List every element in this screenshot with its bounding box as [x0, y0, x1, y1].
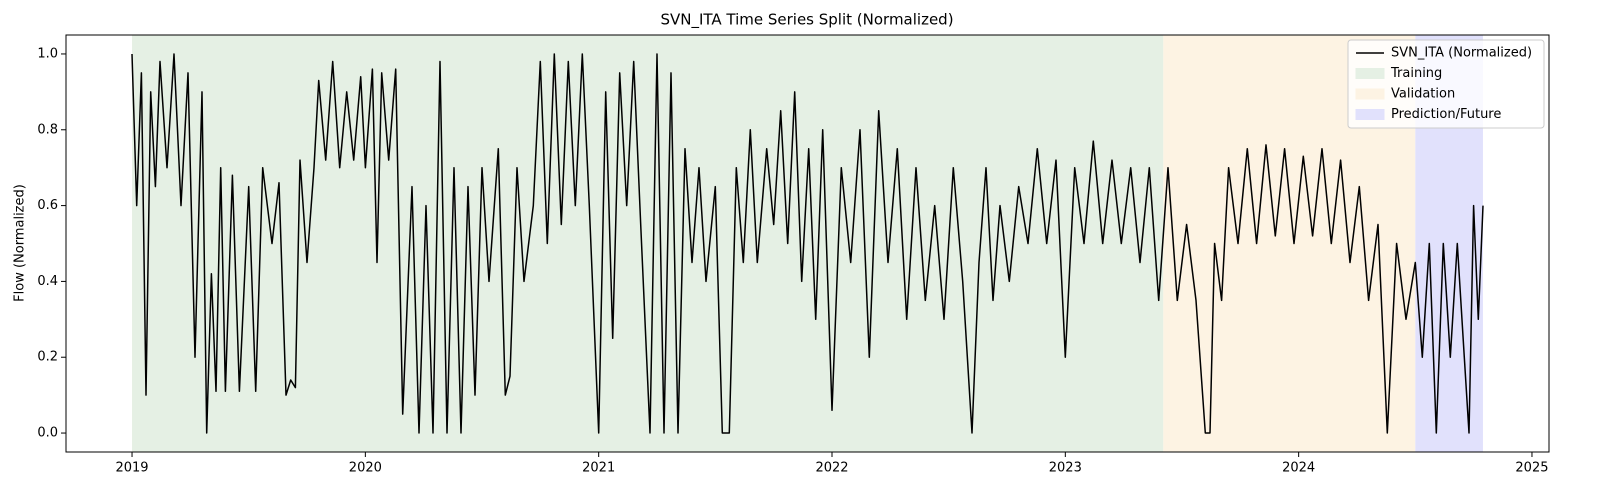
legend-box [1347, 39, 1545, 129]
data-line [131, 53, 1484, 434]
y-tick-label: 0.2 [37, 350, 58, 365]
y-axis-label: Flow (Normalized) [13, 184, 28, 302]
legend-label: SVN_ITA (Normalized) [1391, 46, 1532, 61]
legend-patch [1355, 109, 1385, 120]
x-tick-label: 2025 [1515, 461, 1548, 476]
y-tick-label: 0.8 [37, 122, 58, 137]
x-tick-label: 2022 [815, 461, 848, 476]
legend-label: Prediction/Future [1391, 107, 1501, 122]
y-tick-label: 0.0 [37, 426, 58, 441]
y-tick-label: 1.0 [37, 46, 58, 61]
x-tick-label: 2023 [1049, 461, 1082, 476]
x-tick-label: 2019 [115, 461, 148, 476]
legend-patch [1355, 68, 1385, 79]
x-tick-label: 2024 [1282, 461, 1315, 476]
y-tick-label: 0.6 [37, 198, 58, 213]
plot-frame [65, 34, 1550, 453]
legend-label: Validation [1391, 87, 1455, 102]
legend-label: Training [1390, 66, 1442, 81]
x-tick-label: 2020 [349, 461, 382, 476]
legend-patch [1355, 88, 1385, 100]
x-tick-label: 2021 [582, 461, 615, 476]
y-tick-label: 0.4 [37, 274, 58, 289]
chart-title: SVN_ITA Time Series Split (Normalized) [660, 11, 953, 30]
